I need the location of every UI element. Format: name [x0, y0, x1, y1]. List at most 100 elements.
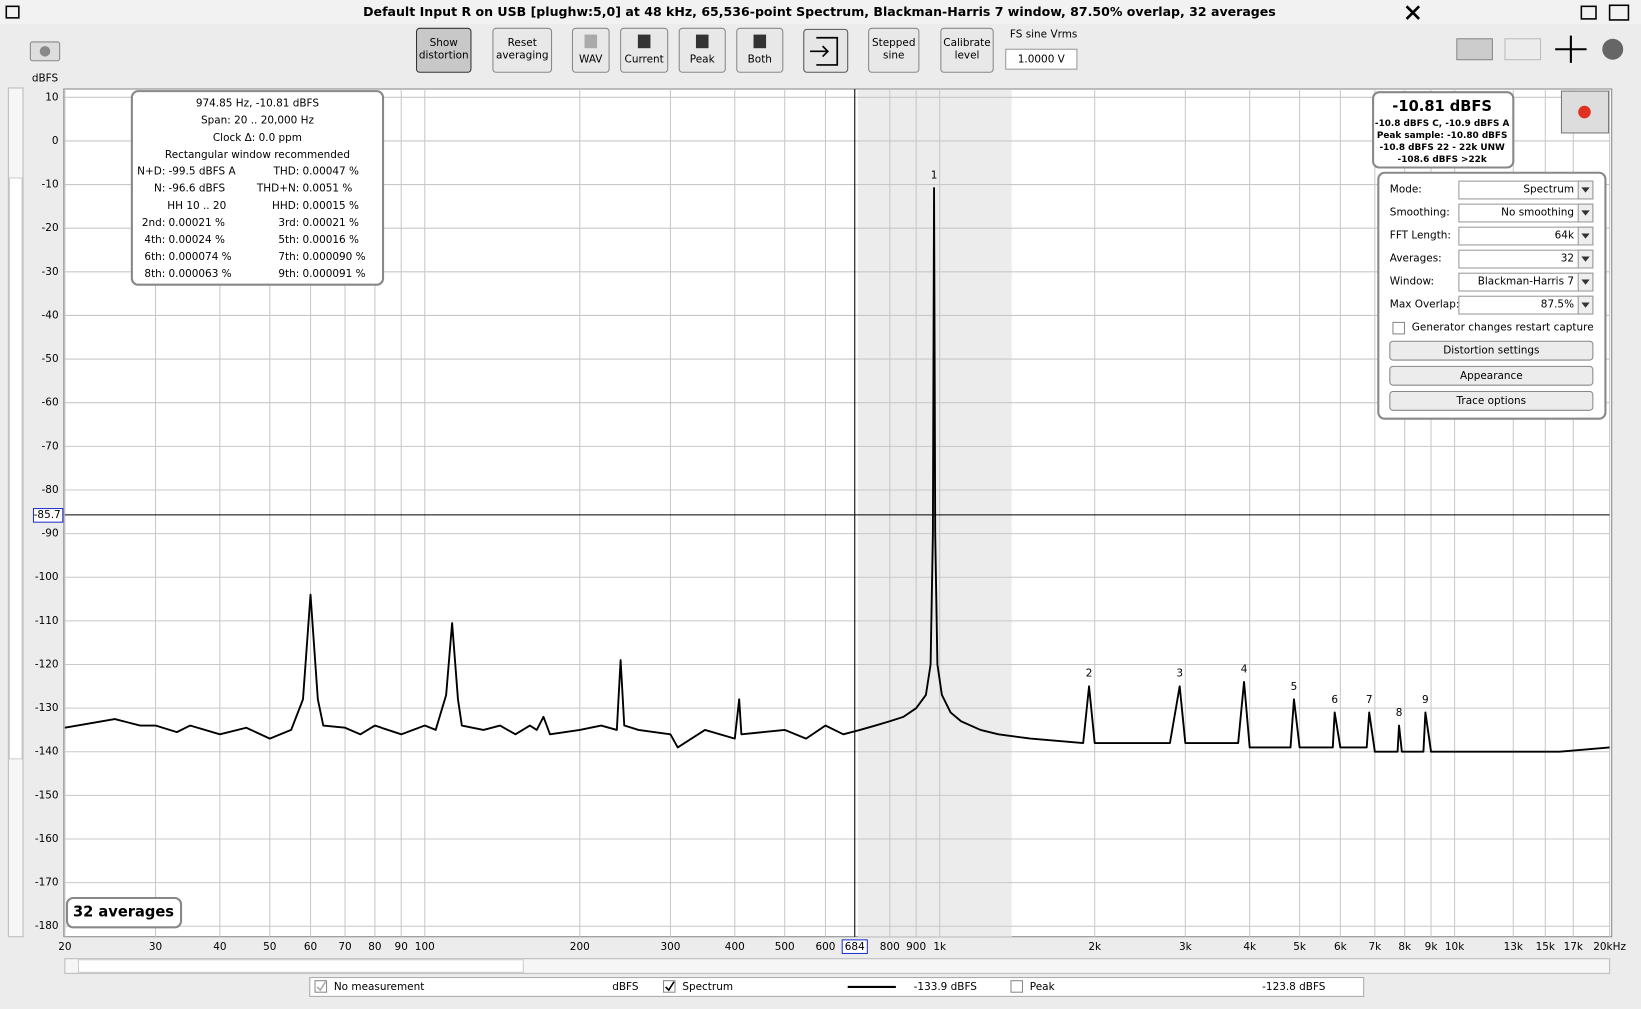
checkbox-label: Generator changes restart capture — [1412, 322, 1594, 334]
button-label: Both — [748, 54, 772, 66]
x-tick-label: 50 — [263, 941, 276, 953]
toolbar-button[interactable] — [678, 27, 726, 73]
settings-button-label: Appearance — [1460, 370, 1523, 382]
button-icon — [637, 34, 651, 49]
settings-button-label: Distortion settings — [1443, 345, 1539, 357]
dist-value: 0.00016 % — [302, 234, 359, 246]
dist-value: 0.000090 % — [302, 251, 365, 263]
button-label: averaging — [496, 50, 549, 62]
toolbar-button[interactable] — [416, 27, 472, 73]
dist-label: 3rd: — [278, 217, 299, 229]
y-tick-label: -140 — [35, 746, 59, 758]
cursor-x-label: 684 — [845, 941, 865, 953]
x-tick-label: 6k — [1334, 941, 1348, 953]
dist-value: 0.000074 % — [168, 251, 231, 263]
x-tick-label: 300 — [660, 941, 680, 953]
settings-button[interactable] — [1389, 390, 1594, 411]
dist-value: 0.00024 % — [168, 234, 225, 246]
y-tick-label: 0 — [52, 135, 59, 147]
y-tick-label: -40 — [42, 309, 59, 321]
dist-label: N+D: — [137, 166, 165, 178]
button-label: Reset — [508, 37, 537, 49]
columns-icon[interactable] — [1504, 38, 1542, 61]
combo-arrow — [1581, 210, 1590, 216]
x-tick-label: 400 — [725, 941, 745, 953]
window-menu-icon[interactable] — [5, 5, 20, 19]
combo-arrow — [1581, 302, 1590, 308]
setting-value: Blackman-Harris 7 — [1478, 276, 1574, 288]
button-icon — [753, 34, 767, 49]
button-label: distortion — [419, 50, 469, 62]
setting-value: 64k — [1555, 230, 1575, 242]
dist-value: 0.00047 % — [302, 166, 359, 178]
y-tick-label: -170 — [35, 877, 59, 889]
combo-arrow — [1581, 256, 1590, 262]
x-tick-label: 80 — [368, 941, 381, 953]
button-label: WAV — [579, 54, 603, 66]
close-x[interactable] — [1405, 5, 1421, 20]
y-scroll-thumb[interactable] — [8, 177, 23, 760]
x-tick-label: 4k — [1243, 941, 1257, 953]
setting-label: Averages: — [1390, 253, 1442, 265]
y-tick-label: -180 — [35, 920, 59, 932]
zoom-icon[interactable] — [1555, 35, 1587, 63]
combo-arrow — [1581, 233, 1590, 239]
settings-button-label: Trace options — [1456, 395, 1527, 407]
y-tick-label: -70 — [42, 440, 59, 452]
x-tick-label: 8k — [1398, 941, 1412, 953]
dist-label: HHD: — [272, 200, 299, 212]
averages-text: 32 averages — [73, 904, 174, 921]
harmonic-label: 9 — [1422, 694, 1429, 706]
dist-value: 0.000091 % — [302, 268, 365, 280]
x-tick-label: 17k — [1564, 941, 1584, 953]
x-scroll-thumb[interactable] — [77, 959, 524, 973]
x-tick-label: 10k — [1445, 941, 1465, 953]
toolbar-button[interactable] — [492, 27, 553, 73]
camera-icon[interactable] — [29, 41, 61, 62]
level-line: -108.6 dBFS >22k — [1398, 155, 1488, 165]
dist-label: 8th: — [144, 268, 165, 280]
restore-button[interactable] — [1608, 4, 1630, 21]
plot-layer: 100-10-20-30-40-50-60-70-80-90-100-110-1… — [32, 89, 1626, 954]
toolbar-button[interactable] — [940, 27, 994, 73]
maximize-button[interactable] — [1580, 5, 1597, 20]
y-tick-label: -80 — [42, 484, 59, 496]
x-tick-label: 60 — [304, 941, 317, 953]
settings-button[interactable] — [1389, 340, 1594, 361]
y-tick-label: -100 — [35, 571, 59, 583]
y-tick-label: -150 — [35, 789, 59, 801]
layout-icon[interactable] — [1456, 38, 1493, 61]
button-label: sine — [883, 50, 904, 62]
harmonic-label: 2 — [1086, 668, 1093, 680]
dist-label: THD+N: — [256, 183, 299, 195]
toolbar-button[interactable] — [868, 27, 920, 73]
level-line: -10.8 dBFS 22 - 22k UNW — [1379, 143, 1505, 153]
harmonic-label: 5 — [1291, 681, 1298, 693]
dist-label: 4th: — [144, 234, 165, 246]
fs-input[interactable] — [1005, 48, 1078, 70]
x-tick-label: 40 — [213, 941, 226, 953]
dist-label: HH 10 .. 20 — [167, 200, 226, 212]
legend-name: Spectrum — [682, 981, 733, 993]
distortion-line: 974.85 Hz, -10.81 dBFS — [196, 98, 320, 110]
x-tick-label: 3k — [1179, 941, 1193, 953]
cursor-y-box — [32, 508, 64, 523]
legend-checkbox — [314, 980, 328, 993]
legend-checkbox[interactable] — [1010, 980, 1024, 993]
legend: No measurement dBFS Spectrum -133.9 dBFS Pea… — [314, 980, 1326, 993]
harmonic-label: 4 — [1241, 663, 1248, 675]
settings-button[interactable] — [1389, 365, 1594, 386]
button-label: Show — [430, 37, 459, 49]
legend-checkbox[interactable] — [662, 980, 676, 993]
toolbar-button[interactable] — [736, 27, 784, 73]
checkbox[interactable] — [1392, 321, 1406, 335]
dist-value: -96.6 dBFS — [168, 183, 225, 195]
level-line: Peak sample: -10.80 dBFS — [1377, 131, 1508, 141]
toolbar-button[interactable] — [620, 27, 669, 73]
x-tick-label: 900 — [906, 941, 926, 953]
dist-label: 6th: — [144, 251, 165, 263]
distortion-line: Span: 20 .. 20,000 Hz — [201, 115, 314, 127]
settings-gear[interactable] — [1602, 38, 1624, 60]
